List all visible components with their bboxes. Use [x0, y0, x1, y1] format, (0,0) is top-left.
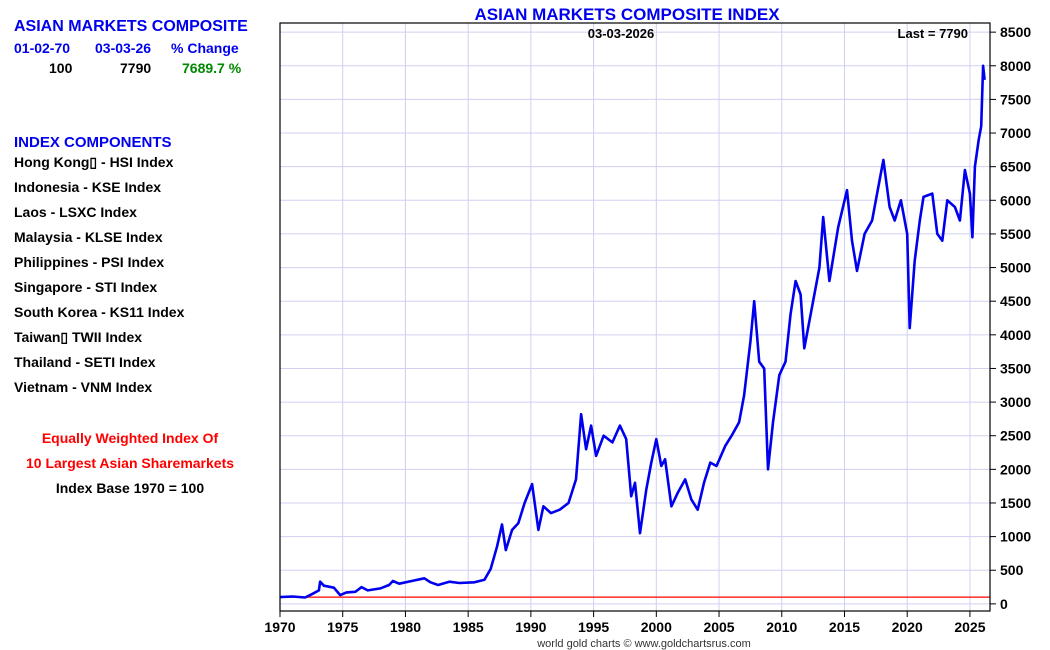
end-value: 7790: [120, 60, 152, 76]
y-tick-label: 2000: [1000, 461, 1031, 477]
y-tick-label: 6500: [1000, 159, 1031, 175]
component-item: South Korea - KS11 Index: [14, 304, 185, 320]
component-item: Taiwan▯ TWII Index: [14, 329, 143, 345]
y-tick-label: 500: [1000, 562, 1024, 578]
component-item: Laos - LSXC Index: [14, 204, 137, 220]
credit: world gold charts © www.goldchartsrus.co…: [536, 638, 751, 650]
note-largest: 10 Largest Asian Sharemarkets: [25, 455, 235, 471]
component-item: Hong Kong▯ - HSI Index: [14, 154, 174, 170]
start-value: 100: [49, 60, 73, 76]
change-header: % Change: [171, 40, 239, 56]
y-tick-label: 4000: [1000, 327, 1031, 343]
y-tick-label: 7500: [1000, 91, 1031, 107]
last-value-label: Last = 7790: [898, 26, 968, 41]
y-tick-label: 3000: [1000, 394, 1031, 410]
end-date-header: 03-03-26: [95, 40, 152, 56]
start-date-header: 01-02-70: [14, 40, 71, 56]
component-item: Vietnam - VNM Index: [14, 379, 153, 395]
y-tick-label: 5000: [1000, 260, 1031, 276]
x-tick-label: 2025: [954, 619, 985, 635]
y-tick-label: 8000: [1000, 58, 1031, 74]
x-tick-label: 2020: [892, 619, 923, 635]
series-line: [279, 64, 986, 599]
x-tick-label: 2015: [829, 619, 860, 635]
y-tick-label: 8500: [1000, 24, 1031, 40]
date-label: 03-03-2026: [588, 26, 655, 41]
x-tick-label: 1985: [453, 619, 484, 635]
sidebar-title: ASIAN MARKETS COMPOSITE: [14, 18, 248, 35]
y-tick-label: 5500: [1000, 226, 1031, 242]
grid: [280, 23, 990, 611]
note-base: Index Base 1970 = 100: [55, 480, 205, 496]
component-item: Malaysia - KLSE Index: [14, 229, 163, 245]
y-tick-label: 0: [1000, 596, 1008, 612]
x-tick-label: 2000: [641, 619, 672, 635]
x-tick-label: 2005: [703, 619, 734, 635]
x-tick-label: 2010: [766, 619, 797, 635]
y-tick-label: 4500: [1000, 293, 1031, 309]
components-title: INDEX COMPONENTS: [14, 134, 172, 151]
y-tick-label: 7000: [1000, 125, 1031, 141]
axis-ticks: 1970 1975 1980 1985 1990 1995 2000 2005 2010 2015…: [264, 24, 1031, 635]
y-tick-label: 2500: [1000, 428, 1031, 444]
y-tick-label: 3500: [1000, 360, 1031, 376]
y-tick-label: 1000: [1000, 529, 1031, 545]
y-tick-label: 1500: [1000, 495, 1031, 511]
percent-change: 7689.7 %: [182, 60, 242, 76]
x-tick-label: 1995: [578, 619, 609, 635]
component-item: Thailand - SETI Index: [14, 354, 156, 370]
component-item: Singapore - STI Index: [14, 279, 158, 295]
component-item: Philippines - PSI Index: [14, 254, 165, 270]
x-tick-label: 1980: [390, 619, 421, 635]
y-tick-label: 6000: [1000, 192, 1031, 208]
x-tick-label: 1975: [327, 619, 358, 635]
chart-title: ASIAN MARKETS COMPOSITE INDEX: [474, 5, 780, 24]
component-item: Indonesia - KSE Index: [14, 179, 162, 195]
plot-frame: [279, 22, 991, 612]
note-weighting: Equally Weighted Index Of: [41, 430, 219, 446]
x-tick-label: 1990: [515, 619, 546, 635]
x-tick-label: 1970: [264, 619, 295, 635]
